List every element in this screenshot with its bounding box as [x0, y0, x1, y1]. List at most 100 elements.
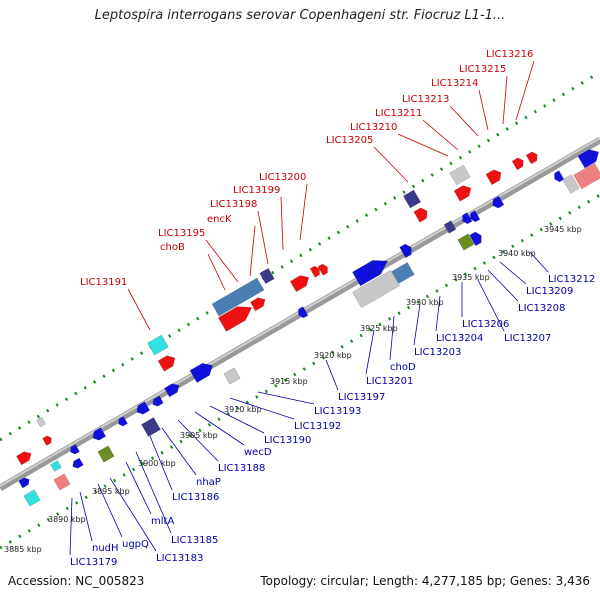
gene-feature[interactable] — [289, 272, 312, 293]
gene-feature[interactable] — [134, 401, 151, 417]
gene-feature[interactable] — [250, 295, 267, 312]
reverse-gene-label[interactable]: LIC13186 — [172, 492, 219, 503]
forward-callout-line — [280, 196, 284, 251]
forward-gene-label[interactable]: LIC13198 — [210, 199, 257, 210]
gene-feature[interactable] — [317, 263, 330, 276]
forward-callout-line — [422, 119, 459, 151]
gene-feature[interactable] — [16, 449, 33, 466]
gene-feature[interactable] — [151, 395, 164, 408]
reverse-gene-label[interactable]: LIC13207 — [504, 333, 551, 344]
gene-feature[interactable] — [490, 195, 505, 210]
reverse-gene-label[interactable]: LIC13183 — [156, 553, 203, 564]
gene-feature[interactable] — [189, 359, 216, 383]
gene-feature[interactable] — [399, 242, 415, 259]
forward-gene-label[interactable]: LIC13200 — [259, 172, 306, 183]
reverse-gene-label[interactable]: wecD — [244, 447, 272, 458]
reverse-gene-label[interactable]: LIC13201 — [366, 376, 413, 387]
reverse-gene-label[interactable]: LIC13179 — [70, 557, 117, 568]
gene-feature[interactable] — [90, 427, 107, 443]
gene-feature[interactable] — [157, 353, 178, 372]
accession-text: Accession: NC_005823 — [8, 574, 145, 588]
forward-gene-label[interactable]: LIC13213 — [402, 94, 449, 105]
reverse-gene-label[interactable]: LIC13208 — [518, 303, 565, 314]
gene-feature[interactable] — [449, 164, 471, 186]
forward-gene-label[interactable]: encK — [207, 214, 232, 225]
reverse-gene-label[interactable]: LIC13188 — [218, 463, 265, 474]
forward-callout-line — [373, 146, 409, 183]
forward-gene-label[interactable]: LIC13215 — [459, 64, 506, 75]
gene-feature[interactable] — [309, 265, 322, 278]
gene-feature[interactable] — [485, 167, 504, 186]
gene-feature[interactable] — [23, 489, 41, 507]
reverse-gene-label[interactable]: LIC13209 — [526, 286, 573, 297]
gene-feature[interactable] — [457, 233, 475, 251]
forward-gene-label[interactable]: LIC13195 — [158, 228, 205, 239]
gene-feature[interactable] — [97, 445, 115, 463]
reverse-gene-label[interactable]: LIC13192 — [294, 421, 341, 432]
gene-feature[interactable] — [69, 444, 80, 456]
gene-feature[interactable] — [217, 301, 255, 332]
forward-callout-line — [515, 60, 535, 121]
gene-feature[interactable] — [413, 206, 430, 223]
gene-feature[interactable] — [525, 150, 540, 165]
forward-gene-label[interactable]: LIC13205 — [326, 135, 373, 146]
gene-feature[interactable] — [141, 417, 161, 437]
gene-feature[interactable] — [259, 267, 275, 285]
reverse-callout-line — [161, 427, 197, 476]
gene-feature[interactable] — [53, 473, 71, 491]
gene-feature[interactable] — [352, 269, 400, 309]
gene-feature[interactable] — [296, 306, 309, 320]
reverse-gene-label[interactable]: nudH — [92, 543, 119, 554]
forward-callout-line — [207, 253, 226, 291]
gene-feature[interactable] — [453, 183, 474, 202]
scale-tick-label: 3930 kbp — [406, 298, 444, 307]
gene-feature[interactable] — [468, 210, 481, 224]
reverse-gene-label[interactable]: LIC13185 — [171, 535, 218, 546]
reverse-gene-label[interactable]: LIC13204 — [436, 333, 483, 344]
reverse-gene-label[interactable]: ugpQ — [122, 539, 149, 550]
forward-callout-line — [449, 105, 479, 137]
forward-gene-label[interactable]: LIC13214 — [431, 78, 478, 89]
reverse-gene-label[interactable]: LIC13206 — [462, 319, 509, 330]
gene-feature[interactable] — [36, 416, 46, 428]
gene-feature[interactable] — [211, 277, 265, 317]
gene-feature[interactable] — [147, 334, 169, 356]
gene-feature[interactable] — [511, 156, 526, 171]
gene-feature[interactable] — [223, 367, 241, 385]
reverse-gene-label[interactable]: LIC13190 — [264, 435, 311, 446]
gene-feature[interactable] — [402, 189, 422, 209]
gene-feature[interactable] — [552, 170, 565, 184]
gene-feature[interactable] — [18, 476, 32, 489]
gene-feature[interactable] — [164, 381, 181, 398]
gene-feature[interactable] — [562, 174, 580, 194]
reverse-callout-line — [413, 303, 421, 346]
gene-feature[interactable] — [50, 460, 62, 472]
gene-feature[interactable] — [352, 254, 391, 287]
gene-feature[interactable] — [117, 416, 128, 428]
gene-feature[interactable] — [391, 262, 415, 284]
gene-feature[interactable] — [71, 457, 84, 470]
gene-feature[interactable] — [577, 146, 600, 169]
forward-gene-label[interactable]: LIC13210 — [350, 122, 397, 133]
forward-gene-label[interactable]: LIC13216 — [486, 49, 533, 60]
reverse-gene-label[interactable]: LIC13193 — [314, 406, 361, 417]
gene-feature[interactable] — [460, 212, 473, 226]
gene-feature[interactable] — [469, 230, 485, 247]
gene-feature[interactable] — [42, 435, 54, 446]
forward-callout-line — [397, 133, 449, 157]
scale-tick-label: 3900 kbp — [138, 459, 176, 468]
reverse-gene-label[interactable]: LIC13212 — [548, 274, 595, 285]
forward-gene-label[interactable]: LIC13191 — [80, 277, 127, 288]
reverse-gene-label[interactable]: mltA — [151, 516, 174, 527]
lower-dotted-track — [0, 193, 600, 550]
forward-gene-label[interactable]: choB — [160, 242, 185, 253]
reverse-gene-label[interactable]: choD — [390, 362, 416, 373]
gene-feature[interactable] — [443, 220, 457, 234]
reverse-callout-line — [125, 461, 152, 515]
forward-gene-label[interactable]: LIC13211 — [375, 108, 422, 119]
forward-gene-label[interactable]: LIC13199 — [233, 185, 280, 196]
gene-feature[interactable] — [573, 162, 600, 190]
reverse-gene-label[interactable]: LIC13197 — [338, 392, 385, 403]
reverse-gene-label[interactable]: nhaP — [196, 477, 221, 488]
reverse-gene-label[interactable]: LIC13203 — [414, 347, 461, 358]
